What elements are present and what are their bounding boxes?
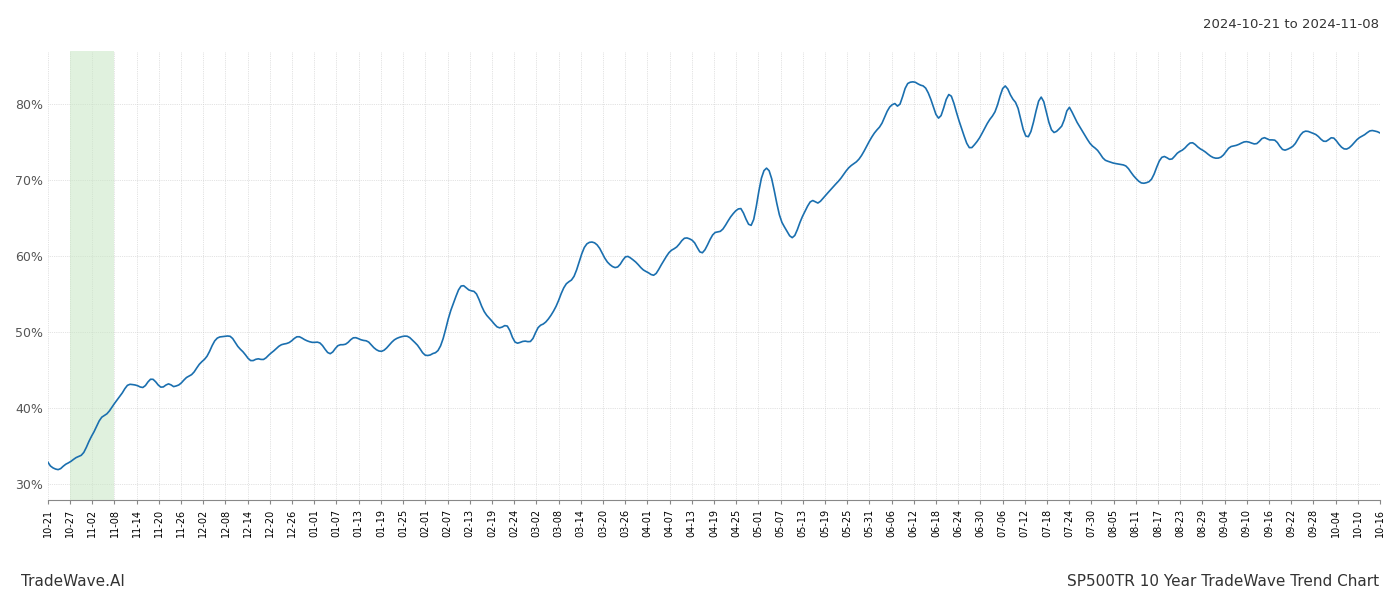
Text: SP500TR 10 Year TradeWave Trend Chart: SP500TR 10 Year TradeWave Trend Chart [1067,574,1379,589]
Bar [70,51,115,500]
Text: 2024-10-21 to 2024-11-08: 2024-10-21 to 2024-11-08 [1203,18,1379,31]
Text: TradeWave.AI: TradeWave.AI [21,574,125,589]
